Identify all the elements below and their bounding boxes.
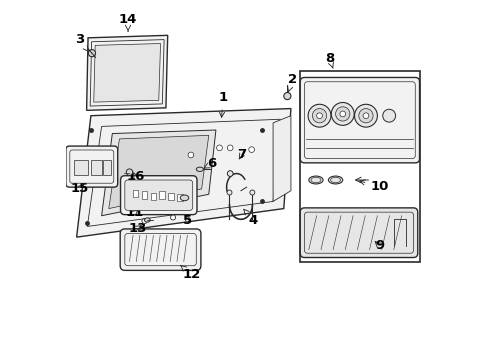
Circle shape bbox=[283, 93, 290, 100]
Circle shape bbox=[88, 50, 95, 57]
Circle shape bbox=[316, 113, 322, 118]
Ellipse shape bbox=[144, 218, 150, 222]
Polygon shape bbox=[77, 109, 290, 237]
Text: 4: 4 bbox=[243, 209, 258, 226]
Circle shape bbox=[227, 171, 233, 176]
Circle shape bbox=[142, 219, 147, 224]
Ellipse shape bbox=[196, 167, 203, 171]
Ellipse shape bbox=[328, 176, 342, 184]
Ellipse shape bbox=[330, 177, 340, 183]
Circle shape bbox=[382, 109, 395, 122]
Text: 6: 6 bbox=[203, 157, 216, 170]
Bar bbox=[132, 190, 138, 197]
Text: 11: 11 bbox=[125, 206, 143, 219]
Bar bbox=[159, 192, 165, 199]
Polygon shape bbox=[86, 35, 167, 111]
Polygon shape bbox=[94, 44, 160, 102]
Polygon shape bbox=[272, 116, 290, 202]
Ellipse shape bbox=[180, 195, 188, 201]
Text: 7: 7 bbox=[237, 148, 245, 162]
Text: 12: 12 bbox=[180, 265, 201, 281]
FancyBboxPatch shape bbox=[300, 208, 417, 257]
Circle shape bbox=[248, 147, 254, 153]
Text: 9: 9 bbox=[374, 239, 383, 252]
Circle shape bbox=[216, 145, 222, 151]
Polygon shape bbox=[102, 130, 216, 216]
Text: 16: 16 bbox=[126, 170, 144, 183]
Circle shape bbox=[339, 111, 345, 117]
Text: 2: 2 bbox=[287, 73, 297, 91]
Text: 14: 14 bbox=[119, 13, 137, 31]
Bar bbox=[74, 160, 88, 175]
Text: 5: 5 bbox=[183, 213, 192, 226]
Circle shape bbox=[363, 113, 368, 118]
Circle shape bbox=[188, 152, 193, 158]
Text: 8: 8 bbox=[324, 52, 333, 68]
Polygon shape bbox=[108, 135, 208, 208]
Bar bbox=[91, 160, 102, 175]
Bar bbox=[177, 194, 183, 201]
Text: 10: 10 bbox=[359, 180, 388, 193]
Circle shape bbox=[312, 109, 326, 123]
Text: 3: 3 bbox=[75, 33, 88, 51]
Circle shape bbox=[335, 107, 349, 121]
Bar bbox=[103, 160, 110, 175]
Circle shape bbox=[227, 145, 233, 151]
FancyBboxPatch shape bbox=[300, 77, 419, 163]
FancyBboxPatch shape bbox=[124, 180, 192, 210]
FancyBboxPatch shape bbox=[120, 229, 201, 270]
Ellipse shape bbox=[310, 177, 320, 183]
Circle shape bbox=[170, 215, 175, 220]
Circle shape bbox=[354, 104, 377, 127]
Circle shape bbox=[307, 104, 330, 127]
Text: 15: 15 bbox=[70, 183, 88, 195]
Text: 13: 13 bbox=[128, 222, 146, 235]
Ellipse shape bbox=[308, 176, 323, 184]
FancyBboxPatch shape bbox=[121, 176, 197, 215]
Bar bbox=[142, 192, 147, 199]
FancyBboxPatch shape bbox=[66, 146, 118, 187]
Circle shape bbox=[331, 103, 353, 125]
Bar bbox=[299, 71, 419, 262]
Circle shape bbox=[126, 169, 132, 175]
Text: 1: 1 bbox=[218, 91, 227, 117]
Bar bbox=[150, 193, 156, 200]
Bar bbox=[168, 193, 174, 200]
Circle shape bbox=[226, 190, 231, 195]
Circle shape bbox=[249, 190, 254, 195]
Circle shape bbox=[358, 109, 372, 123]
